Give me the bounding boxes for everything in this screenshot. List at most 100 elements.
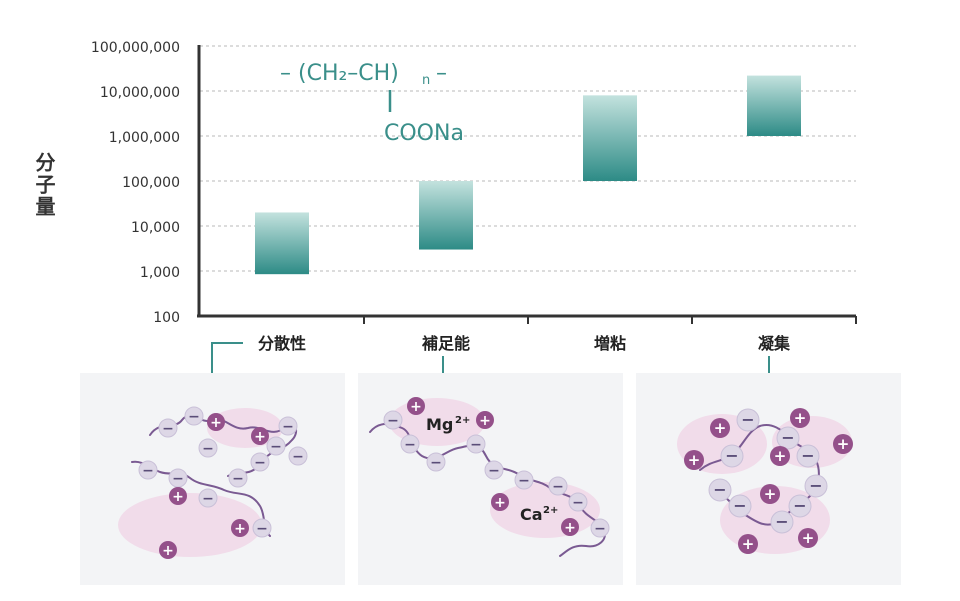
minus-sign: − [725, 446, 738, 465]
minus-sign: − [572, 495, 584, 511]
formula: – (CH₂–CH) n – COONa [280, 61, 464, 146]
minus-sign: − [282, 419, 294, 435]
anion-circle [278, 416, 298, 436]
cation: + [407, 397, 425, 415]
anion: − [736, 408, 760, 432]
anion: − [804, 474, 828, 498]
anion: − [708, 478, 732, 502]
y-tick-label: 1,000 [140, 265, 180, 281]
anion-circle [266, 436, 286, 456]
anion: − [484, 460, 504, 480]
anion: − [158, 418, 178, 438]
anion-circle [568, 492, 588, 512]
anion-circle [728, 494, 752, 518]
anion-circle [184, 406, 204, 426]
anion: − [514, 470, 534, 490]
plus-sign: + [794, 409, 807, 427]
plus-sign: + [172, 489, 184, 505]
anion: − [568, 492, 588, 512]
anion: − [288, 446, 308, 466]
anion-circle [198, 488, 218, 508]
minus-sign: − [793, 496, 806, 515]
cation-circle [833, 434, 853, 454]
plus-sign: + [837, 435, 850, 453]
ca-charge: 2+ [543, 505, 558, 516]
anion-circle [708, 478, 732, 502]
anion-circle [804, 474, 828, 498]
cation-circle [169, 487, 187, 505]
minus-sign: − [142, 463, 154, 479]
anion: − [548, 476, 568, 496]
bar-4 [747, 75, 801, 136]
cation-circle [790, 408, 810, 428]
mg-charge: 2+ [455, 415, 470, 426]
category-label: 増粘 [594, 334, 626, 353]
anion: − [720, 444, 744, 468]
anion: − [138, 460, 158, 480]
plus-sign: + [802, 529, 815, 547]
plus-sign: + [688, 451, 701, 469]
minus-sign: − [202, 491, 214, 507]
minus-sign: − [202, 441, 214, 457]
minus-sign: − [254, 455, 266, 471]
anion: − [426, 452, 446, 472]
plus-sign: + [210, 415, 222, 431]
cation-circle [798, 528, 818, 548]
anion: − [198, 438, 218, 458]
y-tick-label: 10,000 [131, 220, 180, 236]
cation: + [790, 408, 810, 428]
anion: − [590, 518, 610, 538]
anion-circle [796, 444, 820, 468]
anion: − [278, 416, 298, 436]
plus-sign: + [234, 521, 246, 537]
minus-sign: − [741, 410, 754, 429]
cation: + [760, 484, 780, 504]
minus-sign: − [387, 413, 399, 429]
anion-circle [288, 446, 308, 466]
anion: − [776, 426, 800, 450]
gridlines [200, 45, 856, 272]
anion-circle [590, 518, 610, 538]
cation-circle [760, 484, 780, 504]
minus-sign: − [270, 439, 282, 455]
chain [131, 460, 271, 537]
cation: + [710, 418, 730, 438]
plus-sign: + [410, 399, 422, 415]
cation-circle [491, 493, 509, 511]
minus-sign: − [518, 473, 530, 489]
plus-sign: + [764, 485, 777, 503]
formula-dash-right: – [436, 61, 447, 86]
y-tick-label: 10,000,000 [100, 85, 180, 101]
minus-sign: − [404, 437, 416, 453]
plus-sign: + [564, 520, 576, 536]
anion-circle [228, 468, 248, 488]
anion-circle [250, 452, 270, 472]
minus-sign: − [162, 421, 174, 437]
cation-circle [738, 534, 758, 554]
anion: − [770, 510, 794, 534]
cation: + [491, 493, 509, 511]
formula-branch: COONa [384, 121, 464, 146]
cation: + [770, 446, 790, 466]
minus-sign: − [470, 437, 482, 453]
cation: + [231, 519, 249, 537]
cation-circle [684, 450, 704, 470]
plus-sign: + [714, 419, 727, 437]
anion: − [198, 488, 218, 508]
ca-label: Ca [520, 505, 543, 524]
minus-sign: − [552, 479, 564, 495]
cation: + [833, 434, 853, 454]
anion-circle [720, 444, 744, 468]
anion-circle [158, 418, 178, 438]
arrow-dispersion [211, 342, 243, 386]
anion: − [728, 494, 752, 518]
anion: − [266, 436, 286, 456]
cation: + [798, 528, 818, 548]
minus-sign: − [713, 480, 726, 499]
cation-circle [159, 541, 177, 559]
y-tick-label: 100,000 [122, 175, 180, 191]
anion: − [466, 434, 486, 454]
plus-sign: + [742, 535, 755, 553]
anion-circle [484, 460, 504, 480]
